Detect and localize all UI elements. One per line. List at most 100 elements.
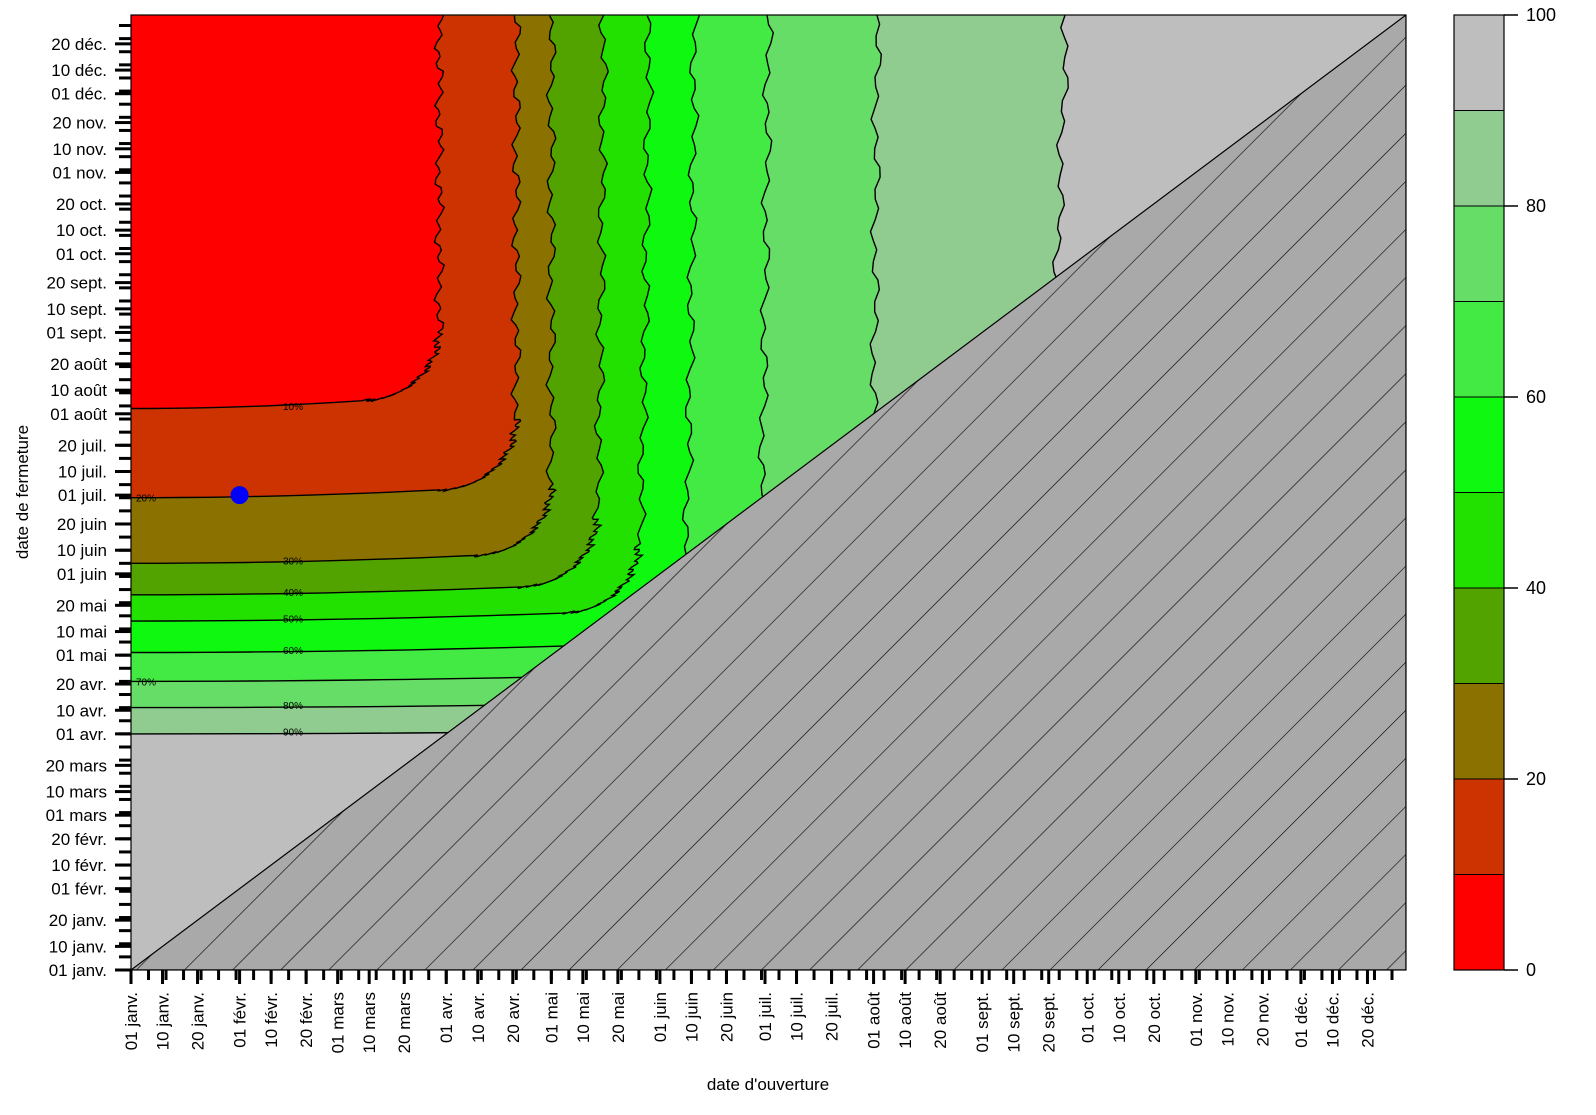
contour-label-30: 30%	[283, 557, 303, 568]
x-tick-label: 10 janv.	[154, 992, 173, 1050]
x-tick-label: 20 janv.	[189, 992, 208, 1050]
y-axis: 01 janv. 10 janv. 20 janv. 01 févr. 10 févr.…	[46, 23, 131, 980]
y-tick-label: 10 août	[50, 381, 107, 400]
contour-line-30	[131, 15, 558, 564]
legend-swatch	[1453, 778, 1505, 875]
contour-label-20: 20%	[136, 494, 156, 505]
x-tick-label: 20 déc.	[1359, 992, 1378, 1048]
x-tick-label: 01 nov.	[1187, 992, 1206, 1047]
x-tick-label: 20 août	[931, 992, 950, 1049]
y-tick-label: 01 juin	[57, 565, 107, 584]
contour-label-40: 40%	[283, 588, 303, 599]
y-tick-label: 10 mars	[46, 783, 107, 802]
contour-label-80: 80%	[283, 701, 303, 712]
invalid-region-hatched	[131, 15, 1406, 970]
y-tick-label: 10 déc.	[51, 61, 107, 80]
x-tick-label: 20 nov.	[1253, 992, 1272, 1047]
current-selection-marker[interactable]	[230, 486, 249, 505]
y-tick-label: 10 janv.	[49, 937, 107, 956]
plot-frame	[130, 14, 1407, 971]
legend-swatch	[1453, 301, 1505, 398]
legend-frame	[1453, 14, 1505, 971]
x-tick-label: 01 déc.	[1292, 992, 1311, 1048]
x-tick-label: 20 mai	[609, 992, 628, 1043]
y-tick-label: 20 nov.	[52, 114, 107, 133]
legend-label: 40	[1526, 578, 1546, 598]
x-tick-label: 20 juil.	[823, 992, 842, 1041]
y-tick-label: 20 mai	[56, 596, 107, 615]
x-tick-label: 10 oct.	[1110, 992, 1129, 1043]
y-tick-label: 01 juil.	[58, 486, 107, 505]
x-tick-label: 10 mars	[360, 992, 379, 1053]
y-tick-label: 01 janv.	[49, 961, 107, 980]
band-below-10	[131, 15, 445, 409]
x-tick-label: 01 août	[865, 992, 884, 1049]
x-tick-label: 01 mai	[542, 992, 561, 1043]
y-tick-label: 01 mars	[46, 806, 107, 825]
contour-line-20	[131, 15, 522, 499]
x-tick-label: 01 sept.	[973, 992, 992, 1053]
legend-label: 60	[1526, 387, 1546, 407]
legend-swatch	[1453, 874, 1505, 971]
x-tick-label: 01 oct.	[1078, 992, 1097, 1043]
x-tick-label: 20 avr.	[504, 992, 523, 1043]
legend-label: 100	[1526, 5, 1556, 25]
legend-swatch	[1453, 205, 1505, 302]
y-tick-label: 20 févr.	[51, 830, 107, 849]
y-tick-label: 01 sept.	[47, 323, 108, 342]
color-legend: 0 20 40 60 80 100	[1453, 5, 1556, 980]
y-tick-label: 20 mars	[46, 756, 107, 775]
y-tick-label: 01 avr.	[56, 725, 107, 744]
x-tick-label: 10 juin	[682, 992, 701, 1042]
y-tick-label: 10 oct.	[56, 221, 107, 240]
x-tick-label: 10 févr.	[262, 992, 281, 1048]
y-tick-label: 10 juil.	[58, 463, 107, 482]
y-tick-label: 20 juil.	[58, 436, 107, 455]
y-tick-label: 01 mai	[56, 646, 107, 665]
y-tick-label: 20 sept.	[47, 274, 108, 293]
y-tick-label: 10 mai	[56, 623, 107, 642]
x-tick-label: 01 avr.	[437, 992, 456, 1043]
y-tick-label: 01 déc.	[51, 85, 107, 104]
x-tick-label: 01 janv.	[122, 992, 141, 1050]
y-axis-title: date de fermeture	[13, 425, 32, 559]
contour-line-50	[131, 15, 655, 622]
contour-label-60: 60%	[283, 646, 303, 657]
y-tick-label: 20 août	[50, 355, 107, 374]
legend-swatch	[1453, 587, 1505, 684]
contour-line-10	[131, 15, 446, 410]
x-tick-label: 01 mars	[329, 992, 348, 1053]
y-tick-label: 01 nov.	[52, 163, 107, 182]
contour-label-10: 10%	[283, 402, 303, 413]
legend-label: 0	[1526, 960, 1536, 980]
y-tick-label: 01 févr.	[51, 880, 107, 899]
x-tick-label: 10 août	[896, 992, 915, 1049]
plot-area	[131, 15, 1406, 970]
x-tick-label: 01 févr.	[231, 992, 250, 1048]
legend-swatch	[1453, 683, 1505, 780]
y-tick-label: 01 août	[50, 405, 107, 424]
contour-label-layer: 10% 20% 30% 40% 50% 60% 70% 80% 90%	[136, 402, 303, 738]
contour-line-40	[131, 15, 610, 596]
legend-swatch	[1453, 110, 1505, 207]
legend-swatch	[1453, 14, 1505, 111]
y-tick-label: 20 oct.	[56, 195, 107, 214]
legend-swatch	[1453, 492, 1505, 589]
x-tick-label: 10 déc.	[1323, 992, 1342, 1048]
x-tick-label: 20 sept.	[1040, 992, 1059, 1053]
x-tick-label: 20 mars	[395, 992, 414, 1053]
x-tick-label: 10 juil.	[788, 992, 807, 1041]
y-tick-label: 10 nov.	[52, 140, 107, 159]
x-tick-label: 20 févr.	[297, 992, 316, 1048]
x-tick-label: 20 oct.	[1145, 992, 1164, 1043]
x-tick-label: 10 sept.	[1005, 992, 1024, 1053]
legend-label: 80	[1526, 196, 1546, 216]
x-axis: 01 janv. 10 janv. 20 janv. 01 févr. 10 févr.…	[122, 970, 1394, 1053]
x-tick-label: 01 juin	[651, 992, 670, 1042]
y-tick-label: 10 avr.	[56, 701, 107, 720]
legend-label: 20	[1526, 769, 1546, 789]
y-tick-label: 20 avr.	[56, 675, 107, 694]
x-tick-label: 20 juin	[718, 992, 737, 1042]
x-tick-label: 01 juil.	[756, 992, 775, 1041]
